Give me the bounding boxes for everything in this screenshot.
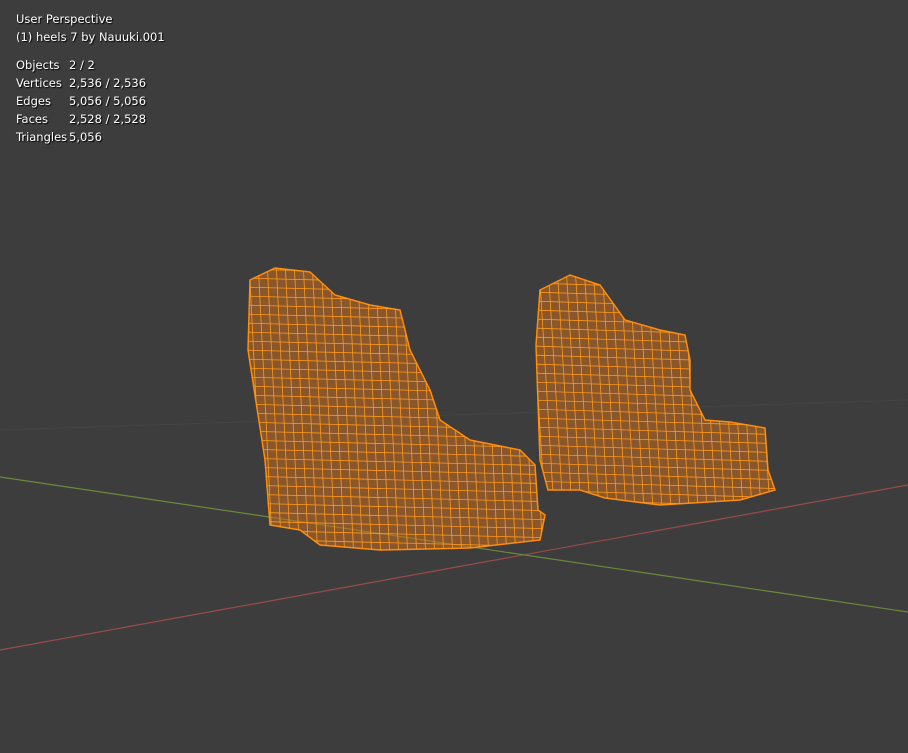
- x-axis-line: [0, 484, 908, 651]
- stat-faces: Faces 2,528 / 2,528: [16, 112, 147, 126]
- stat-edges: Edges 5,056 / 5,056: [16, 94, 147, 108]
- mesh-edge: [248, 493, 545, 503]
- scene-statistics: Objects 2 / 2 Vertices 2,536 / 2,536 Edges…: [16, 56, 165, 146]
- mesh-edge: [248, 484, 545, 494]
- mesh-edge: [302, 268, 319, 550]
- viewport-info-overlay: User Perspective (1) heels 7 by Nauuki.0…: [16, 10, 165, 146]
- mesh-edge: [338, 268, 355, 550]
- mesh-edge: [347, 268, 364, 550]
- mesh-edge: [592, 275, 609, 505]
- active-object-name: (1) heels 7 by Nauuki.001: [16, 30, 165, 44]
- stat-objects: Objects 2 / 2: [16, 58, 95, 72]
- view-name: User Perspective: [16, 12, 113, 26]
- mesh-edge: [329, 268, 346, 550]
- mesh-edge: [240, 557, 560, 565]
- stat-triangles: Triangles 5,056: [16, 130, 102, 144]
- mesh-edge: [536, 444, 775, 454]
- mesh-edge: [266, 268, 283, 550]
- mesh-edge: [248, 457, 545, 467]
- mesh-edge: [565, 275, 582, 505]
- right-shoe-mesh[interactable]: [530, 265, 797, 516]
- mesh-edge: [248, 511, 545, 521]
- mesh-edge: [311, 268, 328, 550]
- mesh-edge: [536, 453, 775, 463]
- mesh-edge: [556, 275, 573, 505]
- mesh-edge: [601, 275, 618, 505]
- mesh-edge: [583, 275, 600, 505]
- mesh-edge: [538, 275, 555, 505]
- mesh-edge: [248, 520, 545, 530]
- mesh-edge: [257, 268, 274, 550]
- mesh-edge: [536, 426, 775, 436]
- mesh-edge: [530, 265, 790, 273]
- mesh-edge: [365, 268, 382, 550]
- mesh-edge: [248, 475, 545, 485]
- mesh-edge: [536, 462, 775, 472]
- mesh-edge: [574, 275, 591, 505]
- mesh-edge: [536, 480, 775, 490]
- mesh-edge: [547, 275, 564, 505]
- mesh-edge: [374, 268, 391, 550]
- mesh-edge: [536, 275, 546, 505]
- mesh-edge: [293, 268, 310, 550]
- mesh-edge: [530, 508, 790, 516]
- mesh-edge: [356, 268, 373, 550]
- mesh-edge: [536, 471, 775, 481]
- stat-vertices: Vertices 2,536 / 2,536: [16, 76, 147, 90]
- mesh-edge: [248, 466, 545, 476]
- mesh-edge: [284, 268, 301, 550]
- mesh-edge: [536, 435, 775, 445]
- mesh-edge: [610, 275, 627, 505]
- mesh-edge: [275, 268, 292, 550]
- mesh-edge: [383, 268, 400, 550]
- mesh-edge: [392, 268, 409, 550]
- horizon-grid-line: [0, 399, 908, 431]
- mesh-edge: [782, 265, 797, 510]
- mesh-edge: [248, 448, 545, 458]
- mesh-edge: [248, 268, 545, 269]
- mesh-edge: [320, 268, 337, 550]
- mesh-edge: [772, 275, 775, 505]
- mesh-edge: [248, 502, 545, 512]
